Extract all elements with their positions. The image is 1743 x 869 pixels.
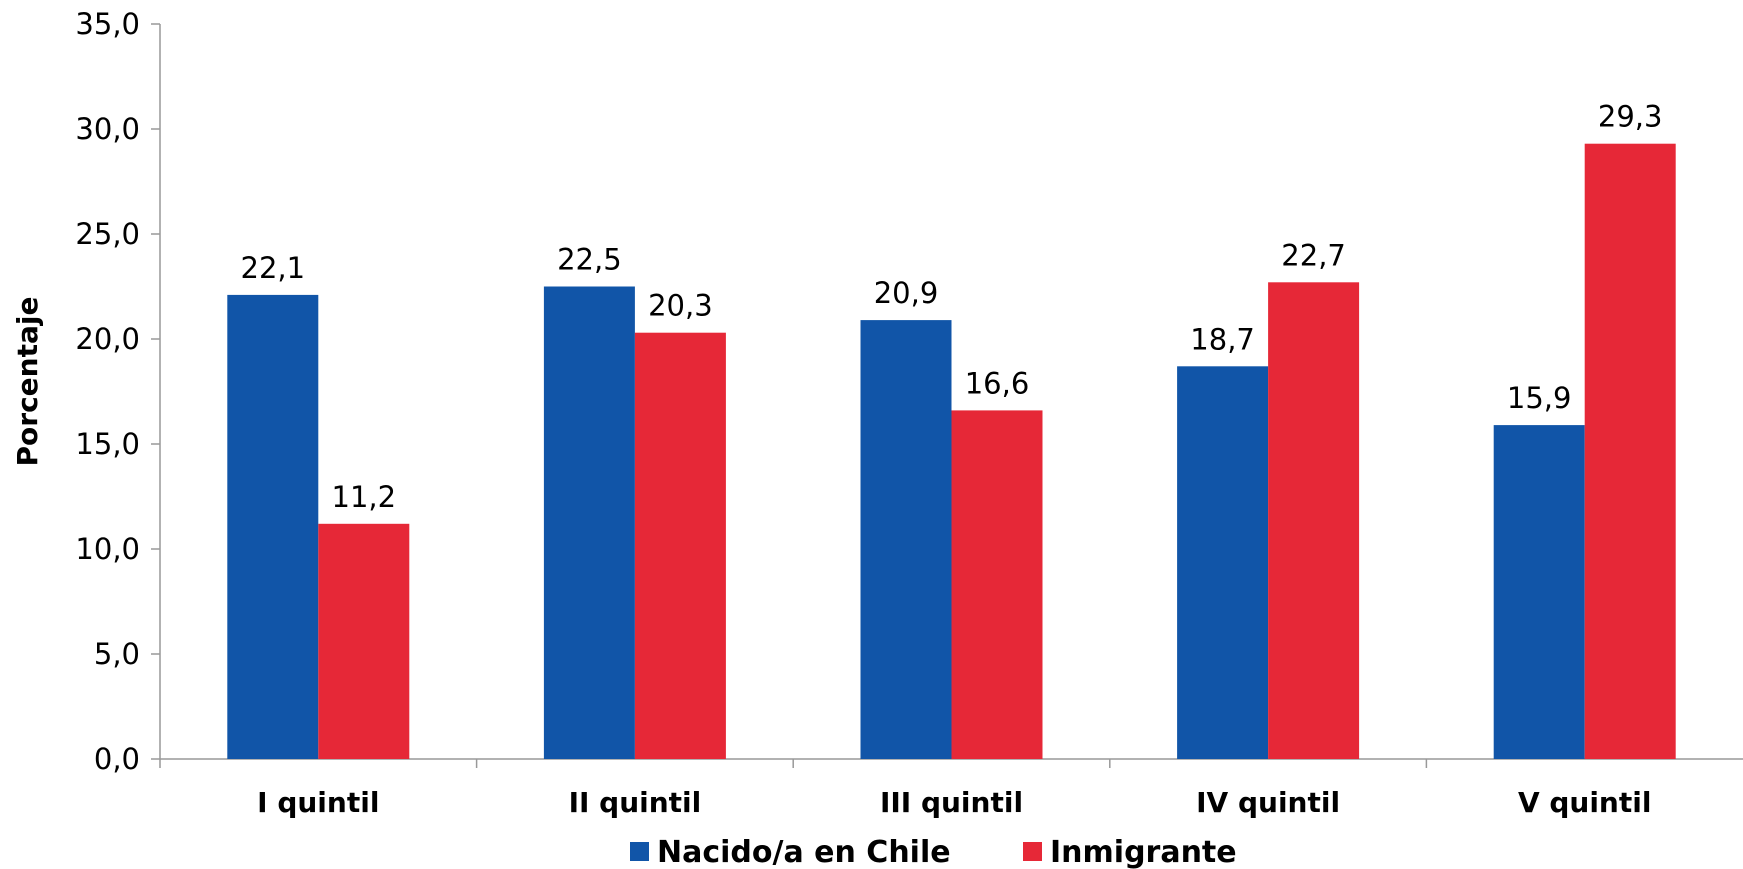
data-labels: 22,1 22,5 20,9 18,7 15,9 11,2 20,3 16,6 22,7 29,3 <box>241 100 1663 514</box>
bar-nacido <box>543 286 635 759</box>
bar-inmigrante <box>951 410 1043 759</box>
bar-inmigrante <box>318 523 410 759</box>
bar-inmigrante <box>634 332 726 759</box>
y-tick-label: 20,0 <box>75 322 140 356</box>
data-label: 11,2 <box>332 480 397 514</box>
legend-label: Nacido/a en Chile <box>657 835 951 869</box>
bars <box>227 143 1676 759</box>
legend-swatch-inmigrante <box>1023 842 1042 861</box>
bar-inmigrante <box>1268 282 1360 759</box>
x-category-label: IV quintil <box>1196 786 1340 819</box>
data-label: 22,1 <box>241 251 306 285</box>
bar-nacido <box>1177 366 1269 759</box>
data-label: 20,3 <box>648 289 713 323</box>
x-category-label: I quintil <box>257 786 379 819</box>
x-category-label: II quintil <box>569 786 702 819</box>
y-tick-label: 30,0 <box>75 112 140 146</box>
data-label: 16,6 <box>965 366 1030 400</box>
data-label: 29,3 <box>1598 100 1663 134</box>
data-label: 20,9 <box>874 276 939 310</box>
legend-label: Inmigrante <box>1050 835 1237 869</box>
data-label: 22,5 <box>557 243 622 277</box>
bar-inmigrante <box>1584 143 1676 759</box>
bar-nacido <box>227 294 319 759</box>
y-axis-title: Porcentaje <box>11 297 44 467</box>
y-axis: 0,0 5,0 10,0 15,0 20,0 25,0 30,0 35,0 <box>75 7 161 776</box>
y-tick-label: 10,0 <box>75 532 140 566</box>
legend: Nacido/a en Chile Inmigrante <box>630 835 1237 869</box>
y-tick-label: 15,0 <box>75 427 140 461</box>
data-label: 18,7 <box>1190 322 1255 356</box>
data-label: 22,7 <box>1281 238 1346 272</box>
y-tick-label: 5,0 <box>94 637 140 671</box>
y-tick-label: 0,0 <box>94 742 140 776</box>
x-axis: I quintil II quintil III quintil IV quintil… <box>159 758 1743 819</box>
bar-nacido <box>860 320 952 759</box>
data-label: 15,9 <box>1507 381 1572 415</box>
x-category-label: III quintil <box>880 786 1023 819</box>
y-tick-label: 25,0 <box>75 217 140 251</box>
y-tick-label: 35,0 <box>75 7 140 41</box>
legend-swatch-nacido <box>630 842 649 861</box>
bar-nacido <box>1493 425 1585 759</box>
x-category-label: V quintil <box>1518 786 1652 819</box>
